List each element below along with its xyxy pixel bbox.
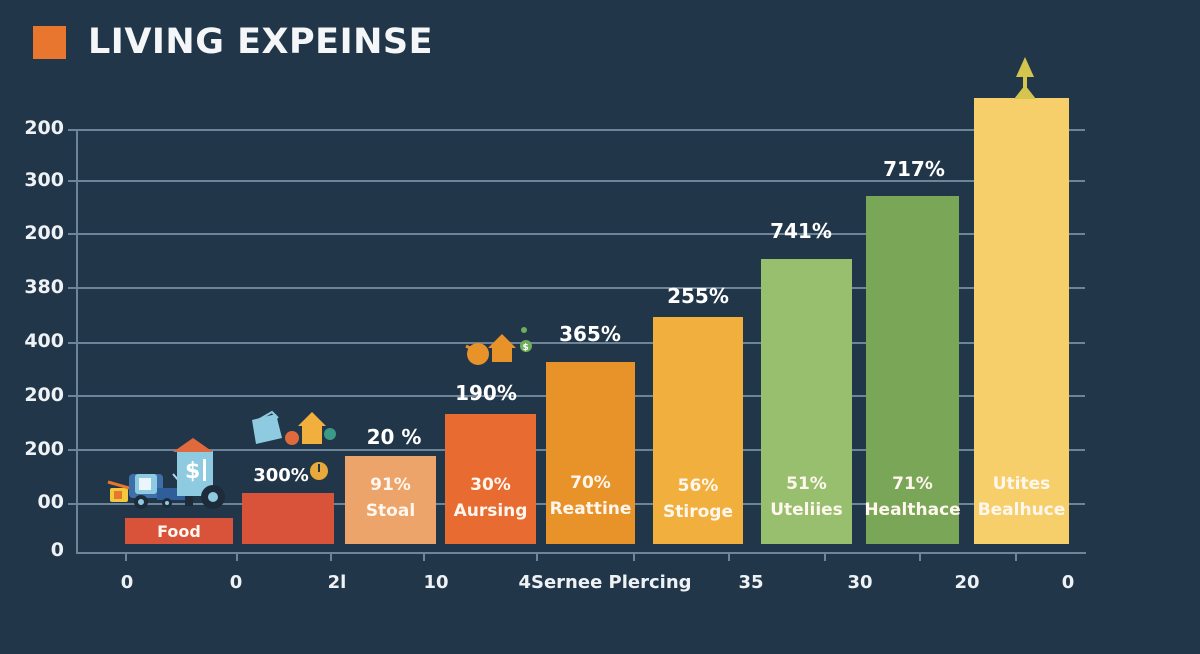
bar-label-line2: Bealhuce: [977, 500, 1066, 520]
gridline: [68, 129, 1085, 131]
x-tick-label: 0: [1061, 572, 1075, 593]
bag-house-coin-icon: [252, 410, 336, 445]
x-tick-label: 20: [954, 572, 980, 593]
x-tick-mark: [633, 552, 635, 561]
bar-label: Aursing: [453, 501, 528, 521]
bar-healthace[interactable]: 71% Healthace: [864, 196, 961, 544]
bar-top-label: 190%: [455, 381, 517, 405]
bar-inner-percent: 70%: [570, 473, 611, 493]
y-tick-label: 200: [24, 222, 64, 244]
pie-house-coin-icon: $: [465, 327, 532, 365]
bar-inner-percent: 71%: [892, 474, 933, 494]
bar-reattine[interactable]: 70% Reattine: [546, 362, 635, 544]
gridline: [68, 233, 1085, 235]
y-axis-line: [76, 129, 78, 553]
bar-inner-percent: 30%: [470, 475, 511, 495]
y-tick-label: 380: [24, 276, 64, 298]
x-tick-mark: [125, 552, 127, 561]
bar-stiroge[interactable]: 56% Stiroge: [653, 317, 743, 544]
y-tick-label: 0: [50, 539, 64, 561]
y-tick-label: 400: [24, 330, 64, 352]
gridline: [68, 342, 1085, 344]
x-tick-mark: [536, 552, 538, 561]
x-tick-label: 0: [229, 572, 243, 593]
up-arrow-icon: [1014, 57, 1036, 99]
bar-top-label: 717%: [883, 157, 945, 181]
chart-title: LIVING EXPEINSE: [33, 22, 434, 62]
x-tick-label: 0: [120, 572, 134, 593]
bar-aursing[interactable]: 30% Aursing: [445, 414, 536, 544]
bar-label-line1: Utites: [992, 474, 1051, 494]
bar-label: Food: [157, 522, 201, 541]
gridline: [68, 287, 1085, 289]
svg-text:$: $: [523, 343, 529, 353]
x-tick-mark: [1015, 552, 1017, 561]
y-tick-label: 300: [24, 169, 64, 191]
gridline: [68, 180, 1085, 182]
y-tick-label: 00: [37, 491, 64, 513]
bar-inner-percent: 91%: [370, 475, 411, 495]
x-tick-label: 30: [847, 572, 873, 593]
bar-top-label: 365%: [559, 322, 621, 346]
clock-icon: [310, 462, 328, 480]
x-tick-label: 35: [738, 572, 764, 593]
x-tick-label: 2l: [327, 572, 347, 593]
bar-label: Reattine: [549, 499, 632, 519]
x-tick-label: 4Sernee Plercing: [518, 572, 692, 593]
x-axis-line: [76, 552, 1086, 554]
y-tick-label: 200: [24, 117, 64, 139]
x-tick-mark: [728, 552, 730, 561]
bar-top-label: 255%: [667, 284, 729, 308]
bar-label: Stoal: [365, 501, 416, 521]
title-text: LIVING EXPEINSE: [88, 22, 434, 62]
svg-text:$: $: [185, 459, 200, 484]
bar-top-label: 741%: [770, 219, 832, 243]
bar-2[interactable]: [242, 493, 334, 544]
bar-label: Stiroge: [663, 502, 733, 522]
bar-inner-percent: 51%: [786, 474, 827, 494]
y-tick-label: 200: [24, 384, 64, 406]
y-tick-label: 200: [24, 438, 64, 460]
bar-uteliies[interactable]: 51% Uteliies: [761, 259, 852, 544]
bar-label: Uteliies: [770, 500, 843, 520]
x-tick-mark: [919, 552, 921, 561]
bar-inner-percent: 56%: [677, 476, 719, 496]
bar-stoal[interactable]: 91% Stoal: [345, 456, 436, 544]
bar-top-label: 20 %: [366, 425, 422, 449]
bar-food[interactable]: Food: [125, 518, 233, 544]
bar-utites-bealhuce[interactable]: Utites Bealhuce: [974, 98, 1069, 544]
bar-top-label: 300%: [253, 465, 309, 486]
x-tick-mark: [236, 552, 238, 561]
x-tick-mark: [330, 552, 332, 561]
truck-and-money-house-icon: $: [107, 438, 225, 509]
title-square-icon: [33, 25, 66, 59]
x-tick-label: 10: [423, 572, 449, 593]
x-tick-mark: [423, 552, 425, 561]
x-tick-mark: [824, 552, 826, 561]
bar-label: Healthace: [864, 500, 961, 520]
